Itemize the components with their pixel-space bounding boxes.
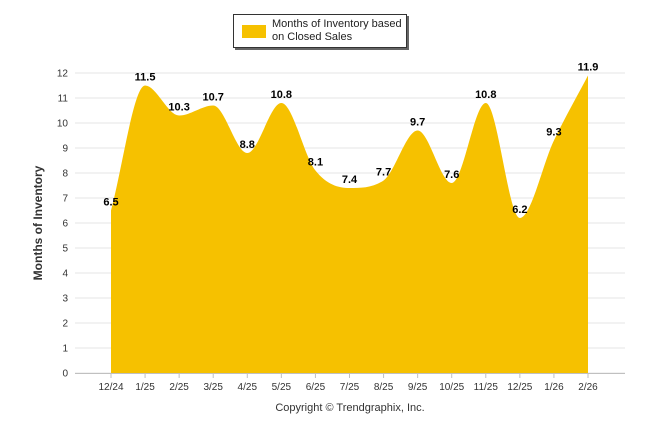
y-tick-label: 8 (62, 169, 68, 180)
data-label-7/25: 7.4 (342, 174, 358, 186)
y-tick-label: 3 (62, 294, 68, 305)
y-tick-label: 0 (62, 369, 68, 380)
y-tick-label: 2 (62, 319, 68, 330)
data-label-1/25: 11.5 (135, 72, 156, 84)
x-tick-label: 7/25 (340, 382, 360, 393)
area-series (109, 74, 590, 373)
data-label-12/24: 6.5 (103, 197, 118, 209)
data-point-4/25 (245, 151, 249, 155)
data-point-11/25 (484, 101, 488, 105)
x-tick-label: 12/24 (98, 382, 123, 393)
x-tick-label: 2/25 (169, 382, 189, 393)
data-point-3/25 (211, 104, 215, 108)
x-tick-label: 1/25 (135, 382, 155, 393)
data-point-2/26 (586, 74, 590, 78)
data-label-1/26: 9.3 (546, 127, 561, 139)
y-tick-label: 10 (57, 119, 69, 130)
data-label-3/25: 10.7 (203, 92, 224, 104)
data-point-10/25 (450, 181, 454, 185)
y-axis-title: Months of Inventory (31, 165, 45, 280)
y-tick-label: 6 (62, 219, 68, 230)
data-point-7/25 (348, 186, 352, 190)
data-point-2/25 (177, 114, 181, 118)
x-tick-label: 2/26 (578, 382, 598, 393)
data-label-4/25: 8.8 (240, 139, 255, 151)
x-tick-label: 9/25 (408, 382, 428, 393)
data-label-11/25: 10.8 (475, 89, 496, 101)
series-area (111, 75, 588, 373)
x-tick-label: 8/25 (374, 382, 394, 393)
y-tick-label: 7 (62, 194, 68, 205)
y-tick-label: 11 (58, 94, 69, 105)
data-point-5/25 (279, 101, 283, 105)
data-label-10/25: 7.6 (444, 169, 459, 181)
data-point-1/25 (143, 84, 147, 88)
x-tick-label: 1/26 (544, 382, 564, 393)
x-tick-label: 5/25 (272, 382, 292, 393)
x-tick-label: 3/25 (203, 382, 223, 393)
data-label-8/25: 7.7 (376, 167, 391, 179)
legend-label: Months of Inventory based on Closed Sale… (272, 18, 402, 43)
data-label-6/25: 8.1 (308, 157, 323, 169)
x-tick-label: 4/25 (238, 382, 258, 393)
data-point-1/26 (552, 139, 556, 143)
data-labels: 6.5 11.5 10.3 10.7 8.8 10.8 8.1 7.4 7.7 9.7 7.6 10.… (103, 62, 598, 217)
legend: Months of Inventory based on Closed Sale… (233, 14, 407, 48)
data-label-9/25: 9.7 (410, 117, 425, 129)
data-label-2/25: 10.3 (168, 102, 189, 114)
data-label-5/25: 10.8 (271, 89, 292, 101)
y-tick-label: 5 (62, 244, 68, 255)
data-point-9/25 (416, 129, 420, 133)
data-point-8/25 (382, 179, 386, 183)
legend-swatch (242, 25, 266, 38)
y-tick-label: 12 (57, 69, 69, 80)
x-tick-label: 12/25 (507, 382, 532, 393)
data-label-2/26: 11.9 (578, 62, 599, 74)
y-tick-label: 9 (62, 144, 68, 155)
x-tick-label: 6/25 (306, 382, 326, 393)
y-tick-label: 4 (62, 269, 68, 280)
data-label-12/25: 6.2 (512, 204, 527, 216)
data-point-12/25 (518, 216, 522, 220)
copyright-text: Copyright © Trendgraphix, Inc. (275, 402, 425, 414)
data-point-6/25 (313, 169, 317, 173)
y-tick-label: 1 (62, 344, 68, 355)
data-point-12/24 (109, 209, 113, 213)
x-tick-label: 10/25 (439, 382, 464, 393)
x-tick-label: 11/25 (474, 382, 499, 393)
